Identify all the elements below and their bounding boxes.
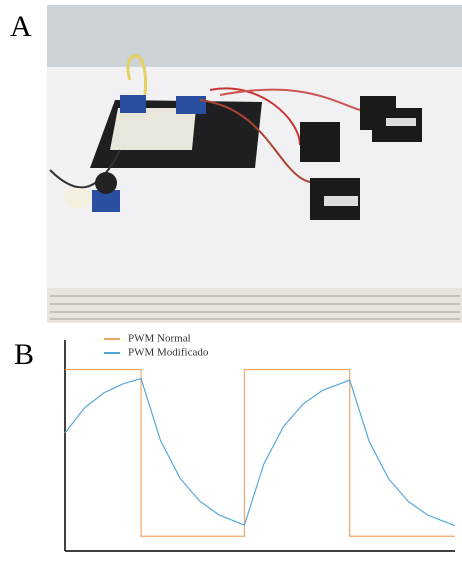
series-line — [65, 368, 455, 537]
panel-label: B — [14, 338, 34, 371]
legend-label: PWM Normal — [128, 333, 191, 345]
panel-label: A — [10, 10, 32, 43]
legend-label: PWM Modificado — [128, 347, 209, 359]
photo — [47, 5, 462, 323]
series-line — [64, 377, 456, 527]
